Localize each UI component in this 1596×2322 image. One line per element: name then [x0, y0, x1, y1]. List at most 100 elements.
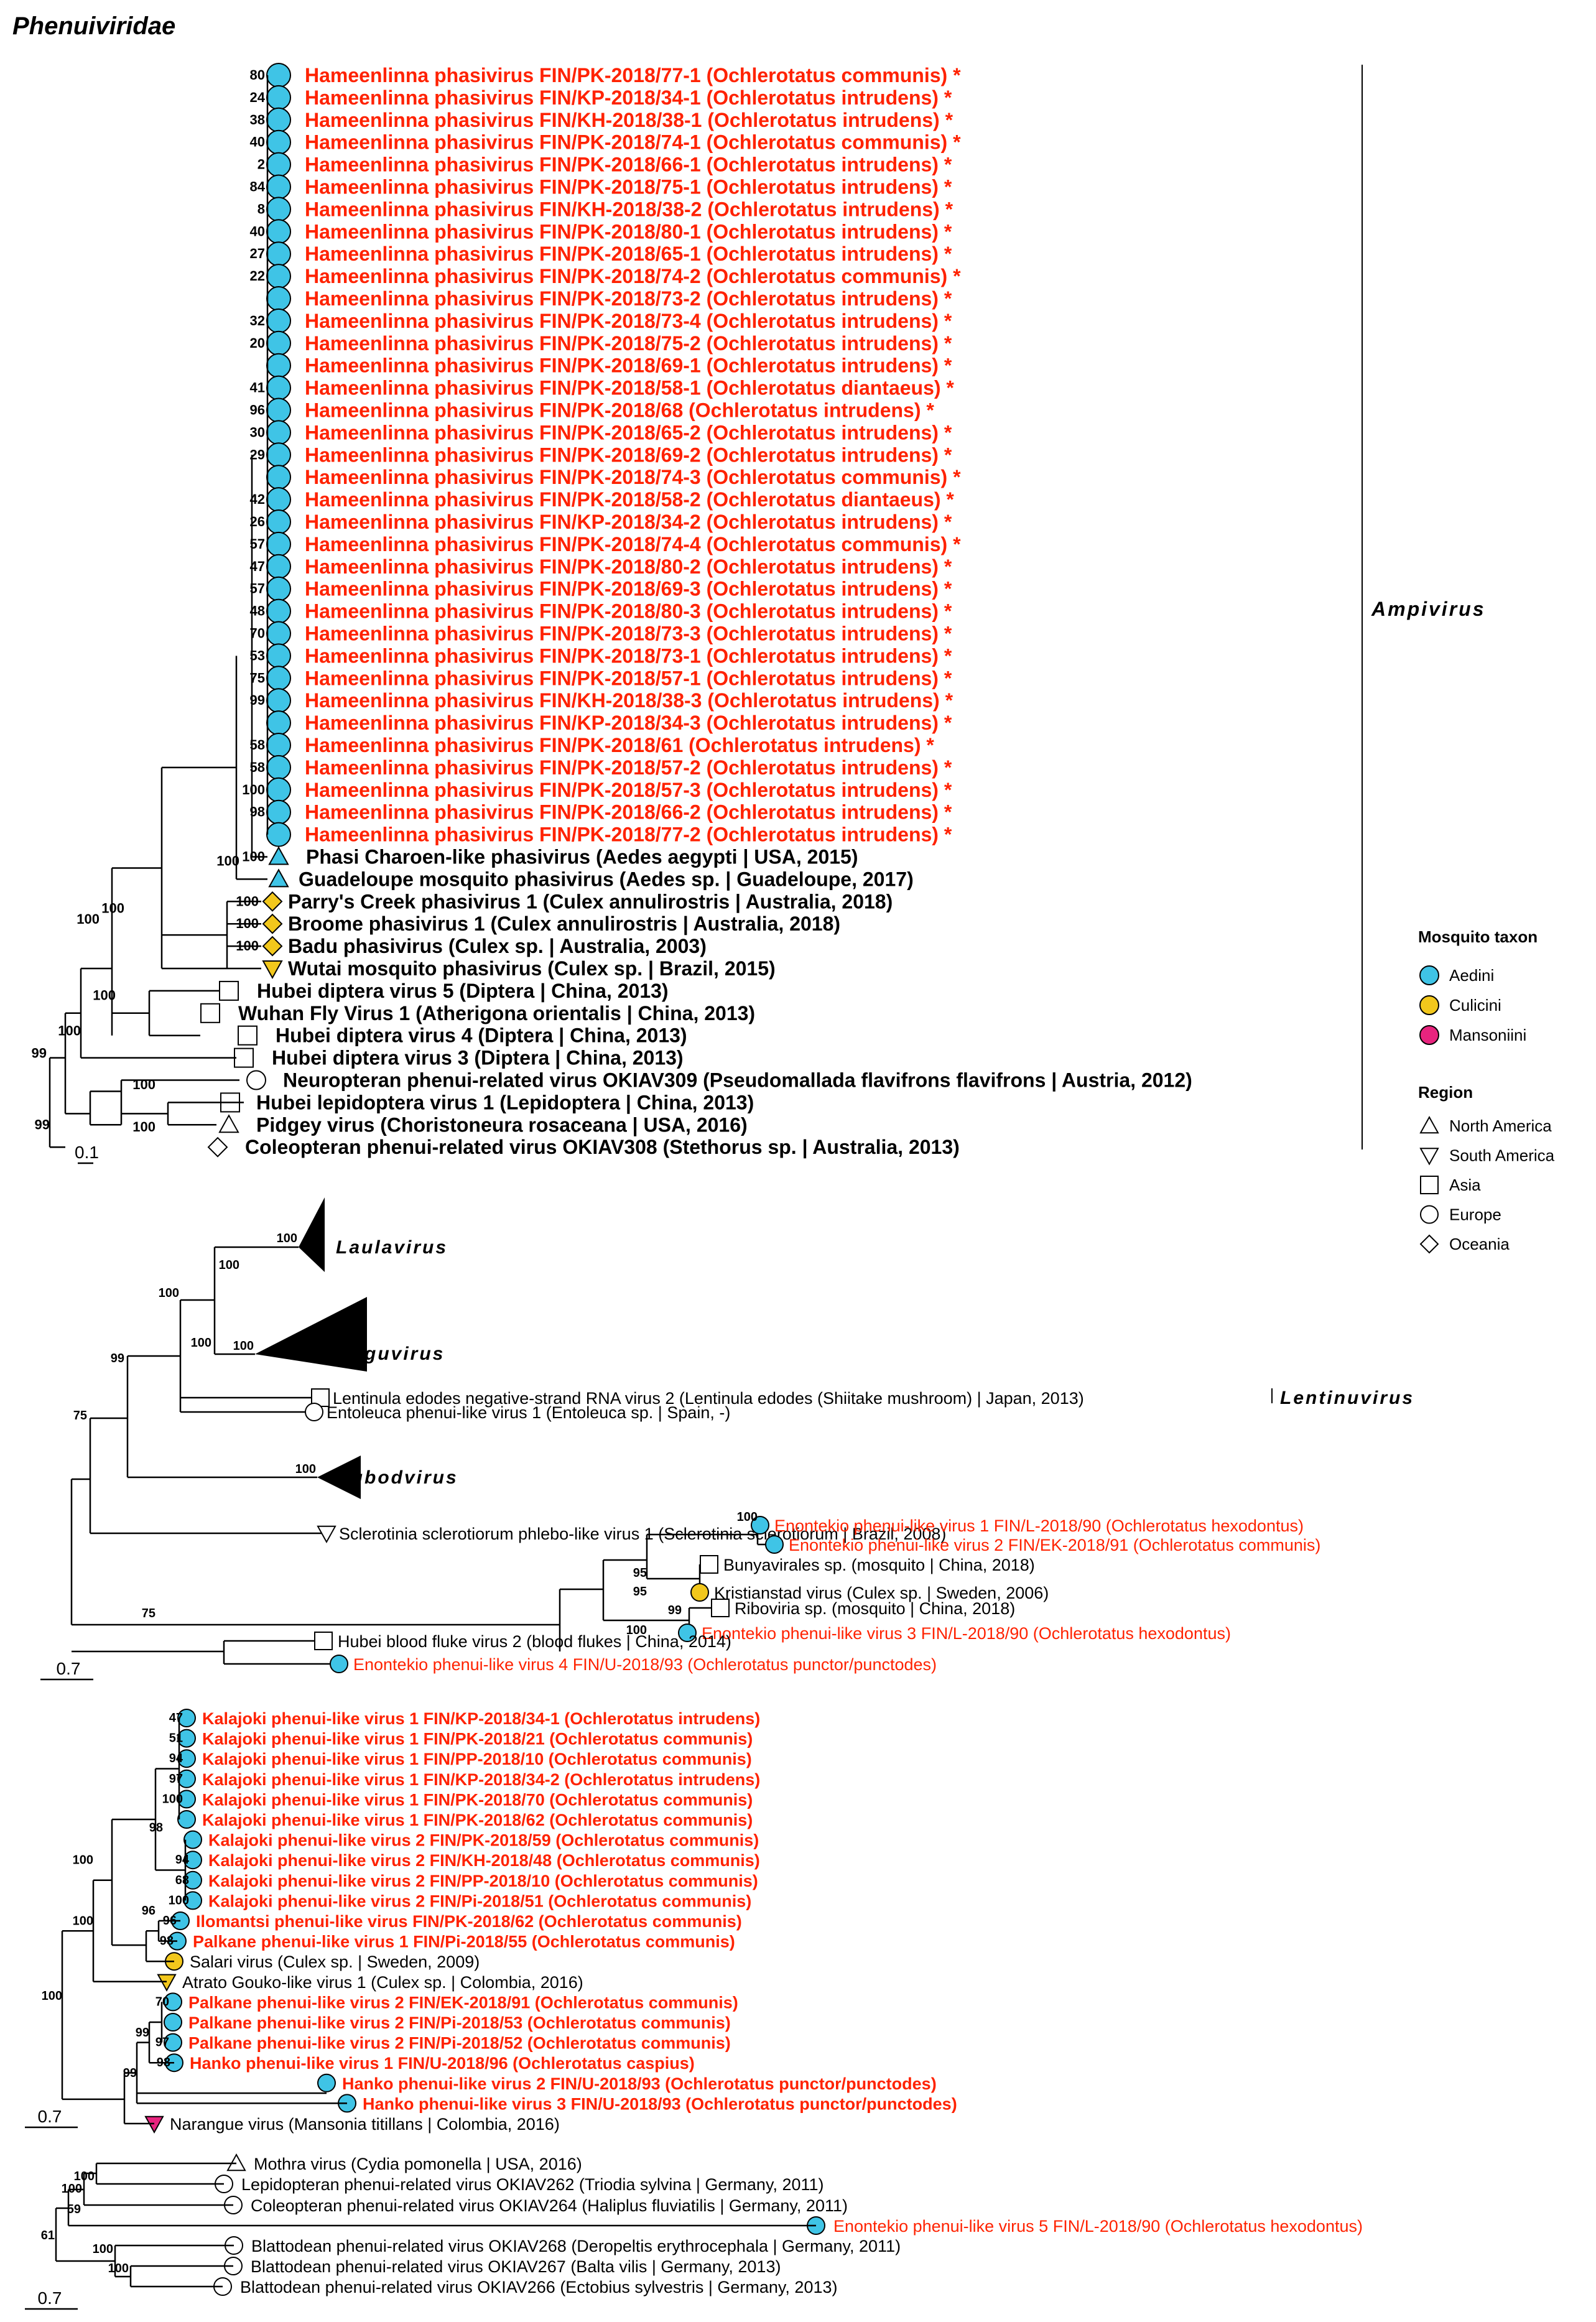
leaf-label: Phasi Charoen-like phasivirus (Aedes aeg… [306, 846, 858, 868]
taxon-marker [266, 85, 291, 110]
taxon-marker [266, 152, 291, 177]
leaf-label: Hameenlinna phasivirus FIN/PK-2018/69-3 … [305, 578, 952, 600]
leaf-label: Hameenlinna phasivirus FIN/KP-2018/34-2 … [305, 511, 952, 533]
taxon-marker [262, 960, 283, 980]
leaf-label: Hameenlinna phasivirus FIN/KP-2018/34-1 … [305, 86, 952, 109]
leaf-label: Hameenlinna phasivirus FIN/PK-2018/57-3 … [305, 779, 952, 801]
node-support: 100 [219, 1258, 239, 1272]
leaf-label: Riboviria sp. (mosquito | China, 2018) [735, 1599, 1015, 1618]
node-support: 75 [142, 1607, 155, 1620]
taxon-marker [266, 777, 291, 802]
legend-shape [1420, 1205, 1439, 1224]
clade-label: Lentinuvirus [1280, 1388, 1414, 1408]
taxon-marker [317, 2073, 336, 2092]
node-support: 100 [73, 1854, 93, 1867]
leaf-label: Enontekio phenui-like virus 2 FIN/EK-201… [789, 1536, 1320, 1554]
leaf-label: Hubei diptera virus 4 (Diptera | China, … [276, 1024, 687, 1047]
leaf-label: Parry's Creek phasivirus 1 (Culex annuli… [288, 890, 893, 913]
taxon-marker [266, 264, 291, 289]
taxon-marker [144, 2115, 164, 2134]
leaf-label: Wuhan Fly Virus 1 (Atherigona orientalis… [238, 1002, 755, 1024]
collapsed-clade [299, 1197, 325, 1272]
leaf-label: Hanko phenui-like virus 1 FIN/U-2018/96 … [190, 2054, 695, 2073]
leaf-label: Kalajoki phenui-like virus 2 FIN/PK-2018… [208, 1831, 759, 1850]
taxon-marker [751, 1516, 769, 1535]
node-support: 99 [668, 1604, 682, 1617]
taxon-marker [266, 397, 291, 423]
leaf-label: Hameenlinna phasivirus FIN/PK-2018/69-1 … [305, 355, 952, 377]
leaf-label: Hameenlinna phasivirus FIN/PK-2018/73-3 … [305, 623, 952, 645]
support-value: 38 [250, 112, 265, 128]
leaf-label: Atrato Gouko-like virus 1 (Culex sp. | C… [182, 1973, 583, 1992]
taxon-marker [262, 913, 283, 934]
taxon-marker [266, 107, 291, 132]
node-support: 100 [93, 2242, 113, 2256]
taxon-marker [266, 465, 291, 490]
leaf-label: Hameenlinna phasivirus FIN/PK-2018/61 (O… [305, 734, 934, 756]
region-marker [314, 1632, 333, 1650]
taxon-marker [266, 733, 291, 758]
taxon-marker [266, 286, 291, 311]
taxon-marker [177, 1790, 196, 1809]
taxon-marker [266, 688, 291, 713]
node-support: 100 [58, 1023, 81, 1039]
taxon-marker [266, 63, 291, 88]
leaf-label: Blattodean phenui-related virus OKIAV266… [240, 2278, 837, 2296]
taxon-marker [266, 129, 291, 155]
leaf-label: Hameenlinna phasivirus FIN/PK-2018/57-2 … [305, 756, 952, 779]
leaf-label: Palkane phenui-like virus 2 FIN/EK-2018/… [188, 1993, 738, 2012]
support-value: 41 [250, 380, 265, 396]
taxon-marker [164, 2013, 182, 2032]
leaf-label: Palkane phenui-like virus 2 FIN/Pi-2018/… [188, 2013, 731, 2032]
node-support: 75 [73, 1409, 87, 1423]
node-support: 100 [132, 1077, 155, 1092]
node-support: 95 [633, 1566, 647, 1580]
taxon-marker [268, 868, 289, 888]
leaf-label: Pidgey virus (Choristoneura rosaceana | … [256, 1113, 748, 1136]
leaf-label: Palkane phenui-like virus 1 FIN/Pi-2018/… [193, 1933, 735, 1951]
taxon-marker [266, 799, 291, 825]
leaf-label: Broome phasivirus 1 (Culex annulirostris… [288, 913, 840, 935]
legend-label: North America [1449, 1117, 1552, 1135]
taxon-marker [266, 755, 291, 780]
node-support: 100 [277, 1232, 297, 1245]
taxon-marker [177, 1810, 196, 1829]
leaf-label: Hameenlinna phasivirus FIN/PK-2018/80-2 … [305, 555, 952, 578]
clade-label: Ampivirus [1371, 598, 1485, 620]
scale-label: 0.7 [38, 2288, 62, 2308]
legend-label: Europe [1449, 1205, 1501, 1224]
taxon-marker [266, 353, 291, 378]
leaf-label: Badu phasivirus (Culex sp. | Australia, … [288, 935, 707, 957]
node-support: 99 [111, 1352, 124, 1365]
leaf-label: Hameenlinna phasivirus FIN/PK-2018/73-2 … [305, 287, 952, 310]
taxon-marker [164, 1992, 182, 2012]
legend-label: South America [1449, 1146, 1555, 1165]
leaf-label: Hameenlinna phasivirus FIN/PK-2018/77-1 … [305, 64, 961, 86]
leaf-label: Kalajoki phenui-like virus 2 FIN/Pi-2018… [208, 1892, 751, 1910]
region-marker [317, 1525, 336, 1544]
leaf-label: Hameenlinna phasivirus FIN/PK-2018/69-2 … [305, 444, 952, 466]
support-value: 96 [250, 402, 265, 418]
taxon-marker [262, 936, 283, 957]
support-value: 24 [250, 90, 266, 105]
taxon-marker [266, 621, 291, 646]
region-marker [305, 1403, 323, 1421]
taxon-marker [266, 666, 291, 691]
taxon-marker [266, 710, 291, 736]
leaf-label: Hameenlinna phasivirus FIN/PK-2018/65-2 … [305, 421, 952, 444]
support-value: 8 [257, 201, 265, 216]
support-value: 100 [169, 1893, 189, 1907]
tree-panel-b: Laulavirus Coguvirus Rubodvirus 100 100 100 Le… [40, 1197, 1414, 1681]
clade-label: Laulavirus [336, 1237, 448, 1258]
leaf-label: Hameenlinna phasivirus FIN/PK-2018/66-1 … [305, 154, 952, 176]
tree-panel-a: Hameenlinna phasivirus FIN/PK-2018/77-1 … [32, 63, 1485, 1164]
node-support: 95 [633, 1585, 647, 1599]
taxon-marker [690, 1583, 709, 1602]
region-marker [246, 1070, 266, 1090]
collapsed-clade [317, 1456, 361, 1499]
leaf-label: Enontekio phenui-like virus 1 FIN/L-2018… [774, 1516, 1304, 1535]
leaf-label: Hameenlinna phasivirus FIN/KP-2018/34-3 … [305, 712, 952, 734]
legend-label: Oceania [1449, 1235, 1510, 1253]
leaf-label: Hameenlinna phasivirus FIN/PK-2018/74-1 … [305, 131, 961, 154]
leaf-label: Hameenlinna phasivirus FIN/PK-2018/74-2 … [305, 265, 961, 287]
